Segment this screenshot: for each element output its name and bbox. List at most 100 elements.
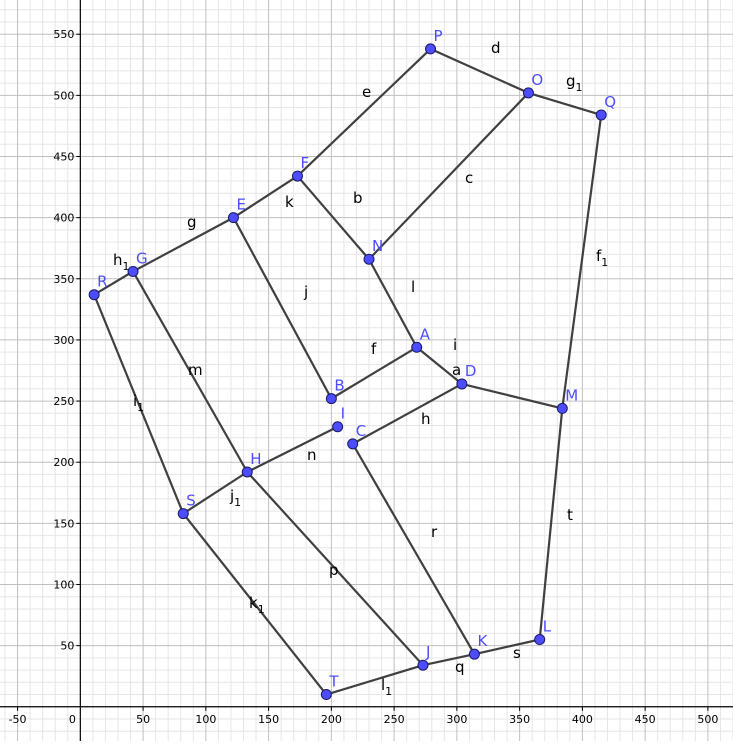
x-tick-label: 0 — [69, 713, 76, 726]
x-tick-label: 100 — [195, 713, 216, 726]
segment-label: n — [307, 446, 317, 464]
segment-m[interactable] — [131, 270, 249, 474]
segment-q[interactable] — [421, 653, 476, 667]
point-L[interactable] — [534, 634, 546, 646]
x-tick-label: 200 — [321, 713, 342, 726]
segment-p[interactable] — [246, 470, 425, 667]
point-A[interactable] — [411, 341, 423, 353]
x-tick-label: 250 — [384, 713, 405, 726]
point-H[interactable] — [241, 466, 253, 478]
segment-l1[interactable] — [325, 664, 425, 696]
segment-d[interactable] — [429, 47, 530, 95]
segment-j[interactable] — [232, 216, 333, 400]
segment-label: j — [303, 283, 308, 301]
segment-s[interactable] — [473, 638, 541, 656]
segment-i[interactable] — [415, 346, 463, 386]
segment-n[interactable] — [246, 425, 339, 474]
point-label-H: H — [250, 450, 261, 468]
point-O[interactable] — [522, 87, 534, 99]
point-label-C: C — [356, 422, 366, 440]
x-tick-label: 150 — [258, 713, 279, 726]
segment-label: i — [453, 336, 457, 354]
segment-c[interactable] — [367, 91, 530, 261]
segment-r[interactable] — [351, 442, 476, 656]
segment-label: k1 — [249, 594, 265, 616]
point-label-R: R — [97, 273, 107, 291]
y-tick-label: 200 — [53, 456, 74, 469]
point-Q[interactable] — [595, 109, 607, 121]
segment-j1[interactable] — [182, 470, 249, 515]
point-S[interactable] — [177, 508, 189, 520]
y-tick-label: 350 — [53, 273, 74, 286]
segment-label: d — [491, 39, 501, 57]
segment-k[interactable] — [232, 174, 299, 219]
point-label-K: K — [477, 632, 488, 650]
y-tick-label: 250 — [53, 395, 74, 408]
point-label-T: T — [328, 673, 339, 691]
x-tick-label: 350 — [509, 713, 530, 726]
point-label-I: I — [341, 405, 345, 423]
point-label-O: O — [531, 71, 543, 89]
segment-label: r — [431, 523, 438, 541]
segment-g[interactable] — [131, 216, 235, 273]
y-tick-label: 150 — [53, 517, 74, 530]
segment-label: f1 — [596, 247, 608, 269]
segment-a[interactable] — [460, 382, 564, 410]
segment-h1[interactable] — [93, 270, 135, 296]
point-label-B: B — [334, 377, 344, 395]
y-tick-label: 500 — [53, 89, 74, 102]
segment-e[interactable] — [296, 47, 432, 178]
x-tick-label: 50 — [136, 713, 150, 726]
segment-f[interactable] — [330, 346, 418, 400]
point-J[interactable] — [417, 659, 429, 671]
x-tick-label: 400 — [572, 713, 593, 726]
segment-t[interactable] — [538, 407, 564, 641]
segment-g1[interactable] — [527, 91, 603, 117]
segment-i1[interactable] — [93, 293, 185, 515]
point-label-L: L — [543, 618, 552, 636]
point-K[interactable] — [468, 648, 480, 660]
tick-labels: -50 0 50 100 150 200 250 300 350 400 450 500 50 100 15… — [9, 28, 719, 726]
segment-b[interactable] — [296, 174, 371, 261]
point-B[interactable] — [325, 393, 337, 405]
x-tick-label: 500 — [697, 713, 718, 726]
segment-f1[interactable] — [561, 113, 603, 410]
x-tick-label: 450 — [635, 713, 656, 726]
point-N[interactable] — [363, 253, 375, 265]
segment-l[interactable] — [367, 258, 418, 349]
point-D[interactable] — [456, 378, 468, 390]
segment-k1[interactable] — [182, 512, 328, 696]
segment-label: p — [329, 561, 339, 579]
y-tick-label: 400 — [53, 212, 74, 225]
segment-label: l — [411, 278, 415, 296]
x-tick-label: -50 — [9, 713, 27, 726]
point-P[interactable] — [425, 43, 437, 55]
point-R[interactable] — [88, 289, 100, 301]
segment-label: a — [452, 361, 461, 379]
point-G[interactable] — [127, 265, 139, 277]
point-label-A: A — [420, 325, 431, 343]
segment-label: h — [421, 410, 431, 428]
segment-label: b — [353, 189, 363, 207]
point-C[interactable] — [347, 438, 359, 450]
point-label-M: M — [565, 386, 578, 404]
segment-label: t — [567, 506, 573, 524]
points — [88, 43, 607, 701]
point-E[interactable] — [227, 212, 239, 224]
point-T[interactable] — [320, 689, 332, 701]
segment-label: g1 — [566, 72, 583, 94]
point-M[interactable] — [556, 402, 568, 414]
point-F[interactable] — [291, 170, 303, 182]
point-label-J: J — [425, 643, 430, 661]
point-label-S: S — [186, 492, 196, 510]
point-labels: A B C D E F G H I J K L M N O P Q R S T — [97, 27, 616, 691]
segment-h[interactable] — [351, 382, 463, 445]
point-I[interactable] — [332, 421, 344, 433]
segment-label: l1 — [381, 676, 392, 698]
